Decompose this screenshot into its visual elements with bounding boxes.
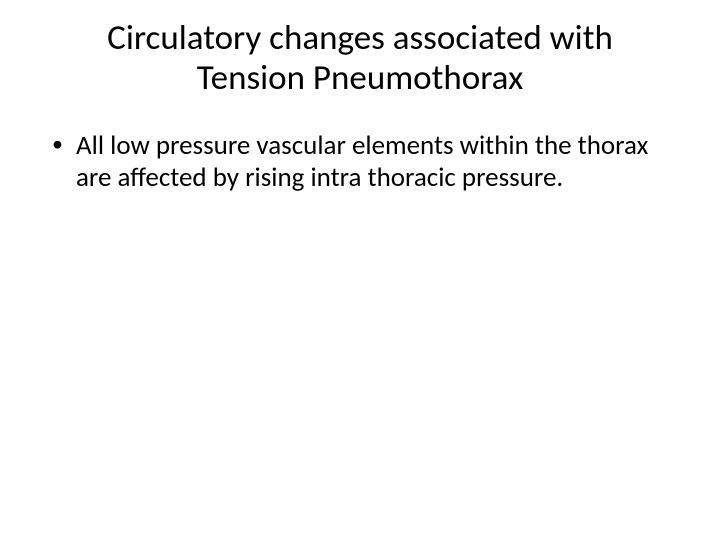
- bullet-list: All low pressure vascular elements withi…: [48, 130, 672, 194]
- slide-title: Circulatory changes associated with Tens…: [0, 18, 720, 99]
- title-line-2: Tension Pneumothorax: [197, 57, 524, 99]
- title-line-1: Circulatory changes associated with: [107, 17, 613, 59]
- bullet-item: All low pressure vascular elements withi…: [48, 130, 672, 194]
- slide-body: All low pressure vascular elements withi…: [48, 130, 672, 194]
- slide: Circulatory changes associated with Tens…: [0, 0, 720, 540]
- bullet-text: All low pressure vascular elements withi…: [76, 129, 648, 194]
